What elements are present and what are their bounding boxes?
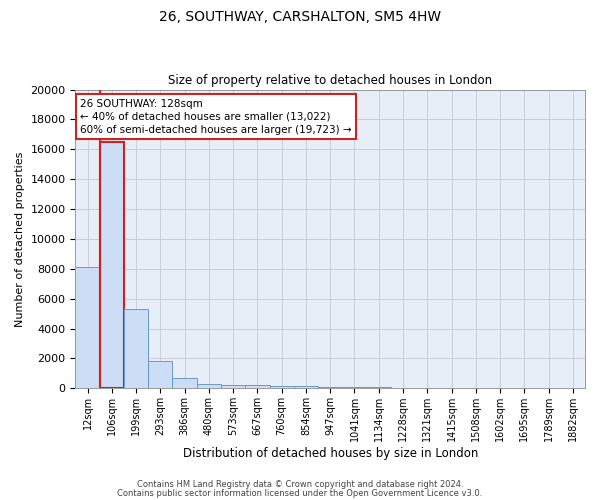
- Bar: [294, 386, 318, 388]
- Bar: [269, 386, 294, 388]
- X-axis label: Distribution of detached houses by size in London: Distribution of detached houses by size …: [182, 447, 478, 460]
- Text: 26 SOUTHWAY: 128sqm
← 40% of detached houses are smaller (13,022)
60% of semi-de: 26 SOUTHWAY: 128sqm ← 40% of detached ho…: [80, 98, 352, 135]
- Bar: [343, 387, 367, 388]
- Bar: [124, 309, 148, 388]
- Bar: [318, 387, 343, 388]
- Text: Contains public sector information licensed under the Open Government Licence v3: Contains public sector information licen…: [118, 490, 482, 498]
- Bar: [76, 268, 100, 388]
- Text: Contains HM Land Registry data © Crown copyright and database right 2024.: Contains HM Land Registry data © Crown c…: [137, 480, 463, 489]
- Title: Size of property relative to detached houses in London: Size of property relative to detached ho…: [168, 74, 492, 87]
- Bar: [221, 385, 245, 388]
- Bar: [197, 384, 221, 388]
- Bar: [100, 142, 124, 388]
- Bar: [172, 378, 197, 388]
- Bar: [245, 386, 269, 388]
- Bar: [148, 360, 172, 388]
- Text: 26, SOUTHWAY, CARSHALTON, SM5 4HW: 26, SOUTHWAY, CARSHALTON, SM5 4HW: [159, 10, 441, 24]
- Y-axis label: Number of detached properties: Number of detached properties: [15, 151, 25, 326]
